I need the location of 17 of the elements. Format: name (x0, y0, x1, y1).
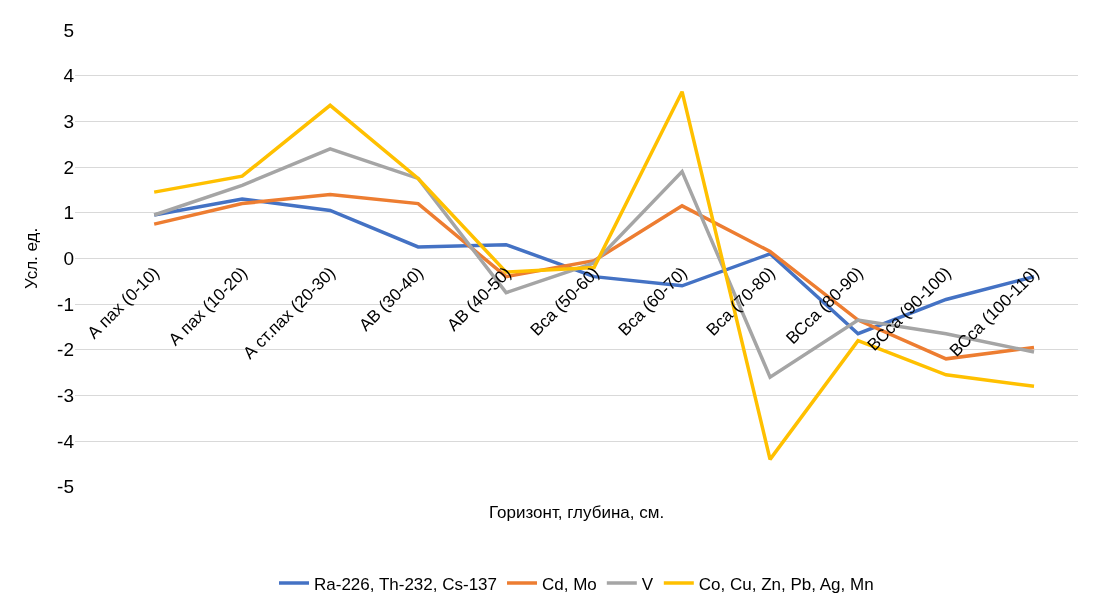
y-tick-label: -5 (57, 476, 74, 498)
x-axis-title: Горизонт, глубина, см. (489, 503, 665, 522)
y-tick-label: 2 (63, 156, 74, 178)
legend-label: Ra-226, Th-232, Cs-137 (314, 574, 498, 594)
legend-label: Co, Cu, Zn, Pb, Ag, Mn (698, 574, 874, 594)
y-tick-label: -2 (57, 339, 74, 361)
y-axis-title: Усл. ед. (21, 227, 41, 290)
legend-label: V (641, 574, 654, 594)
y-tick-label: 3 (63, 111, 74, 132)
y-tick-label: 0 (63, 248, 74, 270)
y-tick-label: 1 (63, 202, 74, 224)
y-tick-label: 4 (63, 65, 75, 87)
y-tick-label: -3 (57, 385, 74, 407)
y-tick-label: 5 (63, 19, 74, 41)
y-tick-label: -4 (57, 430, 75, 452)
legend-label: Cd, Mo (542, 574, 597, 594)
y-tick-label: -1 (57, 293, 74, 315)
